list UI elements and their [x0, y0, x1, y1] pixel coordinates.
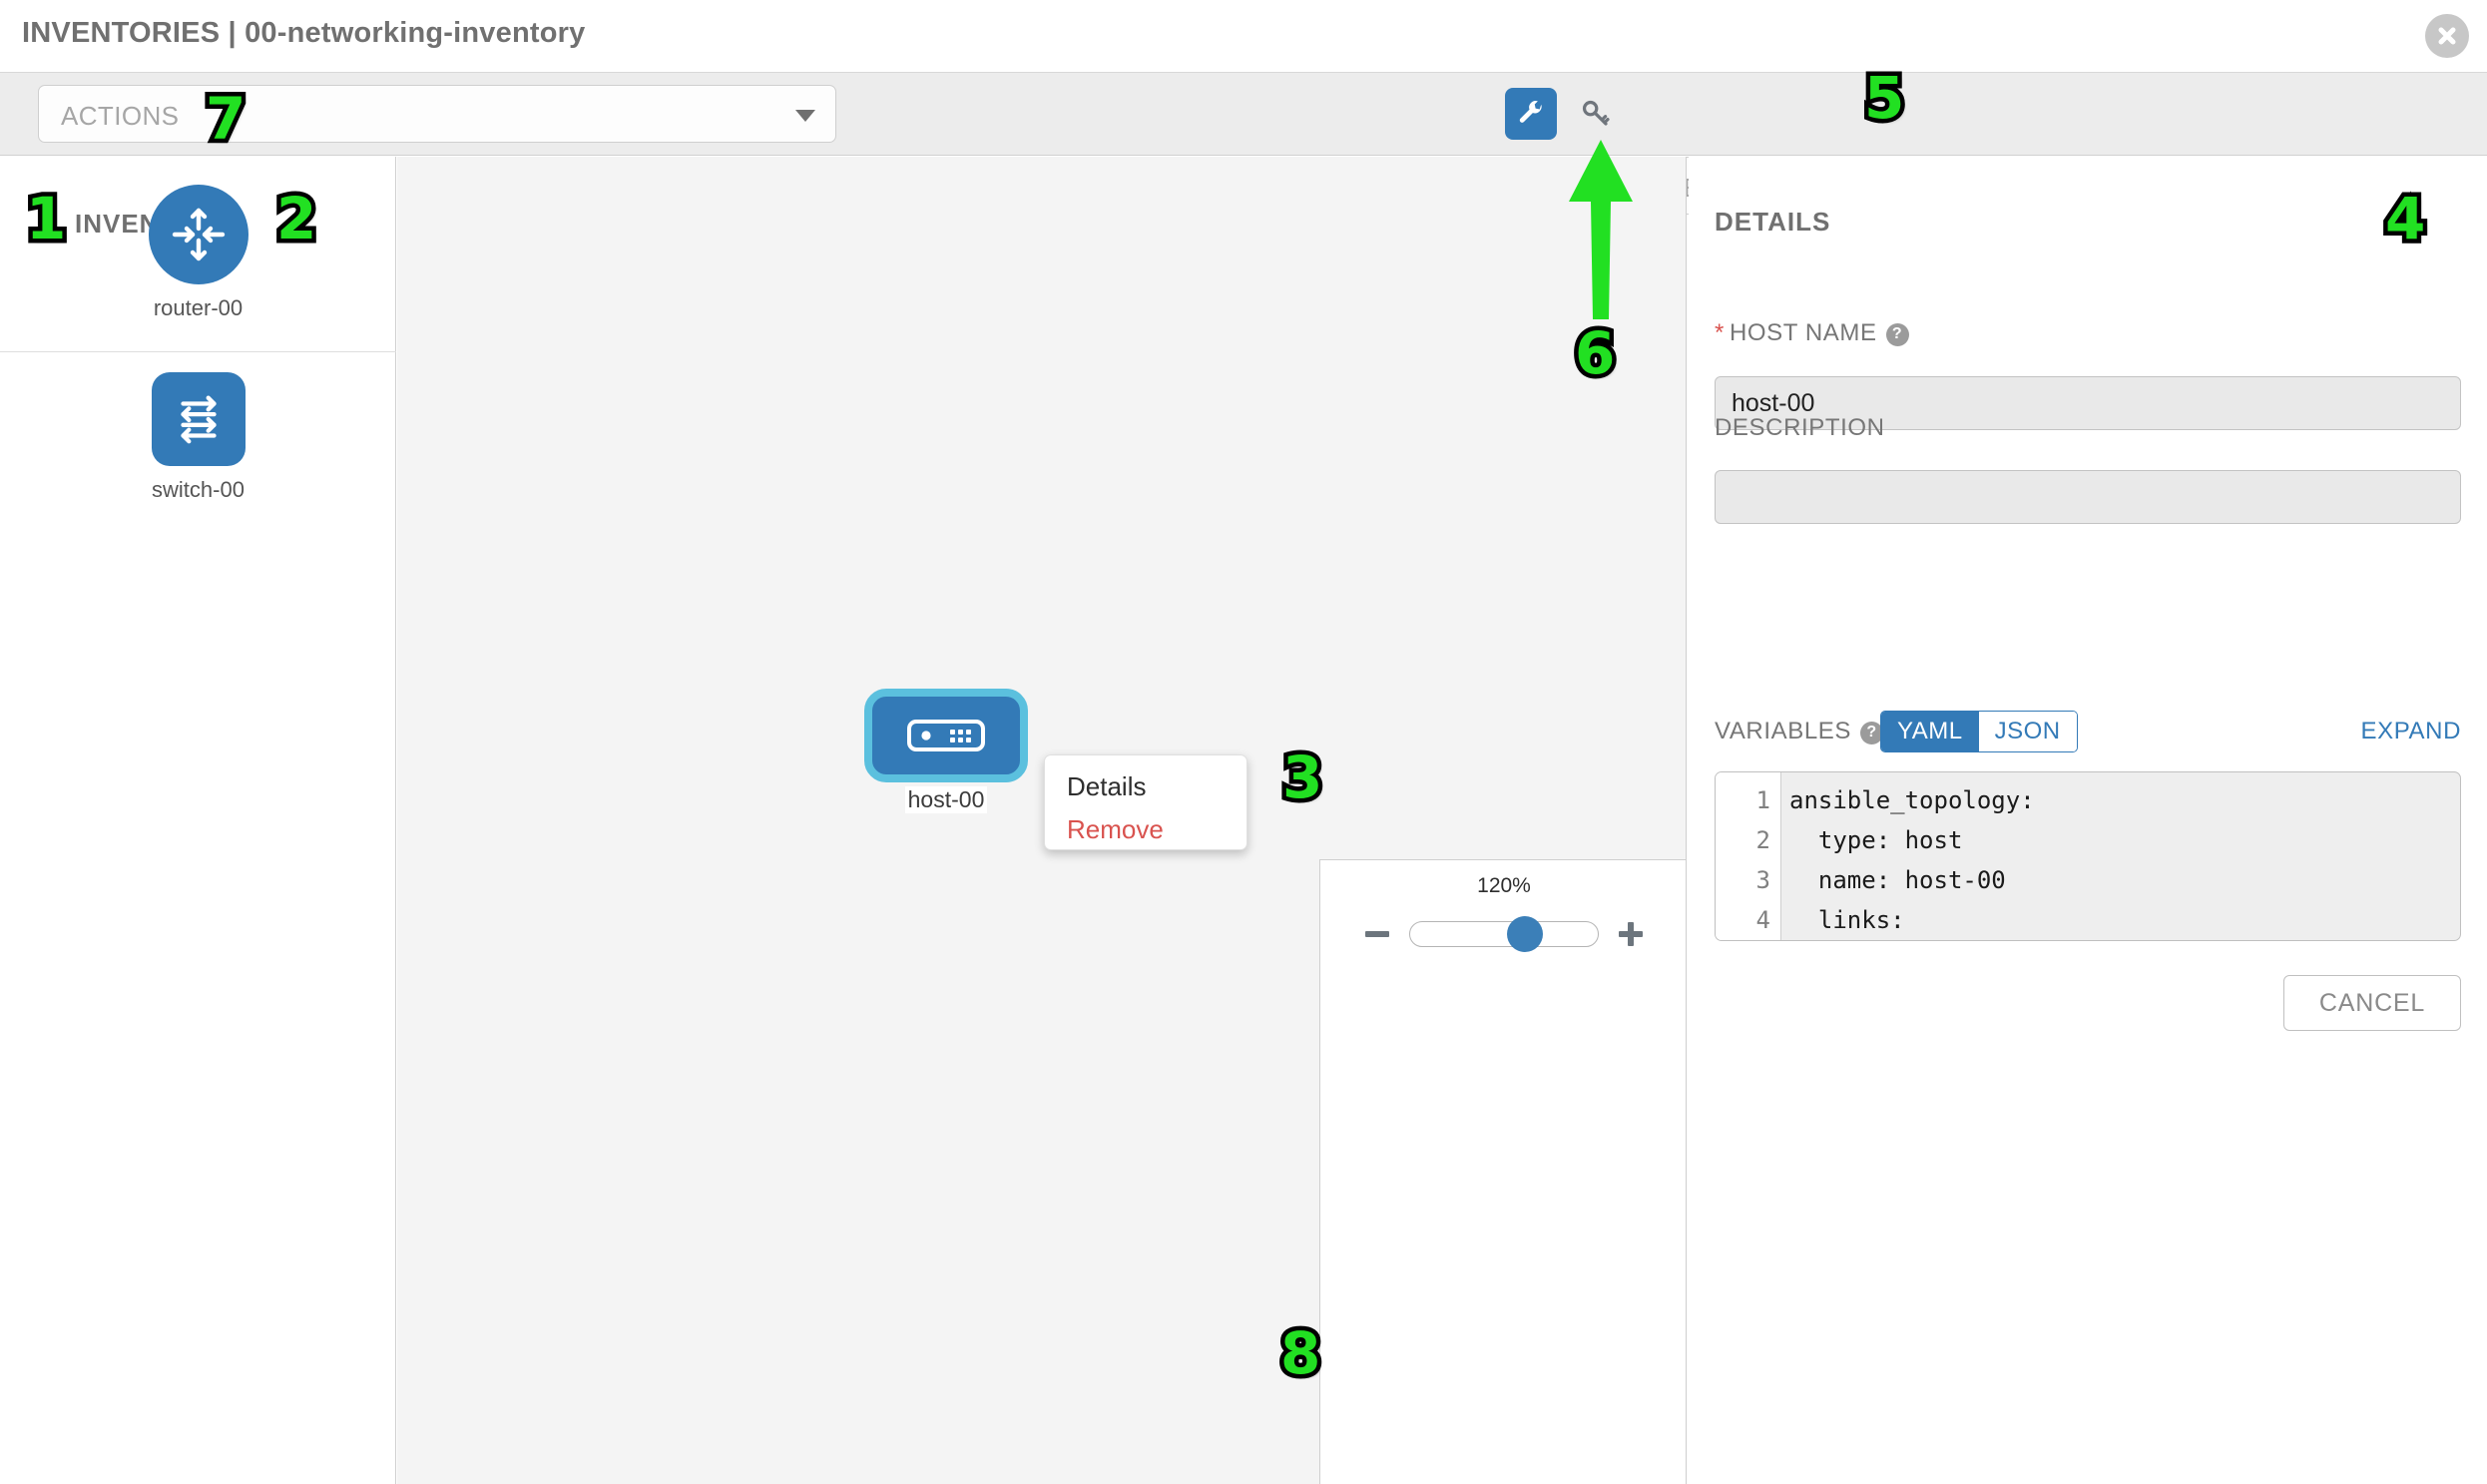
variables-label-text: VARIABLES [1715, 718, 1852, 744]
host-name-label: * HOST NAME? [1715, 319, 1909, 347]
title-bar: INVENTORIES | 00-networking-inventory [0, 0, 2487, 72]
page-title: INVENTORIES | 00-networking-inventory [22, 17, 586, 49]
line-number: 4 [1755, 906, 1770, 934]
zoom-level-label: 120% [1477, 874, 1531, 897]
description-label: DESCRIPTION [1715, 414, 1885, 441]
code-line: type: host [1789, 826, 1963, 854]
toolbar: ACTIONS SEARCH [0, 72, 2487, 215]
toggle-yaml[interactable]: YAML [1881, 712, 1979, 751]
zoom-control: 120% [1319, 859, 1686, 1484]
topology-node-label: host-00 [904, 786, 988, 813]
question-mark-icon[interactable]: ? [1885, 322, 1909, 346]
line-number: 3 [1755, 866, 1770, 894]
details-panel: DETAILS * HOST NAME? host-00 DESCRIPTION … [1689, 157, 2487, 1484]
question-mark-icon[interactable]: ? [1860, 721, 1884, 744]
router-icon [148, 185, 249, 284]
toggle-json[interactable]: JSON [1978, 712, 2077, 751]
host-name-label-text: HOST NAME [1729, 319, 1877, 346]
details-title: DETAILS [1715, 207, 1831, 237]
cancel-button[interactable]: CANCEL [2283, 975, 2461, 1031]
editor-line-numbers: 1 2 3 4 5 6 7 [1716, 772, 1781, 940]
wrench-icon[interactable] [1505, 88, 1557, 140]
switch-icon [151, 372, 246, 466]
code-line: name: host-00 [1789, 866, 2006, 894]
sidebar-item-label: switch-00 [152, 477, 245, 502]
editor-code[interactable]: ansible_topology: type: host name: host-… [1781, 772, 2460, 940]
sidebar-item-switch-00[interactable]: switch-00 [0, 372, 396, 503]
sidebar-item-router-00[interactable]: router-00 [0, 185, 396, 321]
close-icon[interactable] [2425, 14, 2469, 58]
sidebar-divider [0, 351, 396, 352]
sidebar-item-label: router-00 [153, 295, 244, 320]
description-field[interactable] [1715, 470, 2461, 524]
line-number: 1 [1755, 786, 1770, 814]
line-number: 5 [1716, 940, 1780, 941]
variables-editor[interactable]: 1 2 3 4 5 6 7 ansible_topology: type: ho… [1715, 771, 2461, 941]
zoom-out-button[interactable] [1362, 919, 1392, 949]
host-name-field[interactable]: host-00 [1715, 376, 2461, 430]
context-menu: Details Remove [1044, 754, 1247, 850]
context-menu-item-remove[interactable]: Remove [1067, 814, 1164, 844]
variables-row: VARIABLES? YAML JSON EXPAND [1715, 711, 2461, 757]
zoom-slider-thumb[interactable] [1507, 916, 1543, 952]
topology-canvas[interactable]: host-00 Details Remove 120% [397, 157, 1687, 1484]
zoom-slider[interactable] [1409, 916, 1599, 952]
expand-link[interactable]: EXPAND [2360, 718, 2461, 744]
variables-format-toggle[interactable]: YAML JSON [1880, 711, 2078, 752]
server-host-icon [864, 689, 1028, 782]
zoom-in-button[interactable] [1616, 919, 1646, 949]
actions-dropdown-label: ACTIONS [61, 101, 180, 131]
topology-node-host-00[interactable]: host-00 [864, 689, 1028, 813]
context-menu-item-details[interactable]: Details [1067, 771, 1147, 801]
zoom-slider-row [1320, 912, 1686, 956]
chevron-down-icon [795, 110, 815, 122]
code-line: links: [1789, 906, 1905, 934]
required-marker: * [1715, 319, 1725, 346]
key-icon[interactable] [1572, 90, 1620, 138]
code-line: ansible_topology: [1789, 786, 2035, 814]
variables-label: VARIABLES? [1715, 718, 1884, 745]
actions-dropdown[interactable]: ACTIONS [38, 85, 836, 143]
line-number: 2 [1755, 826, 1770, 854]
inventory-sidebar: INVENTORY router-00 [0, 157, 396, 1484]
